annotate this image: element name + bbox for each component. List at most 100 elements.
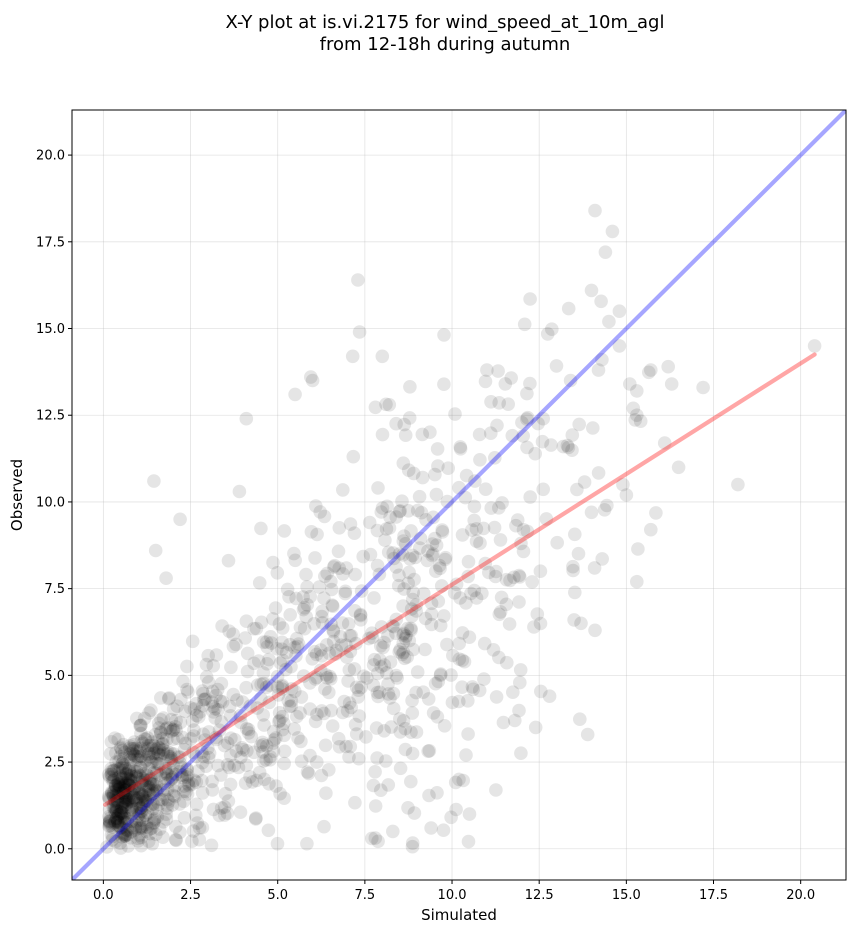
data-point xyxy=(254,615,269,630)
data-point xyxy=(326,624,341,639)
data-point xyxy=(536,411,550,426)
data-point xyxy=(671,460,686,475)
data-point xyxy=(158,771,173,786)
data-point xyxy=(489,690,504,704)
data-point xyxy=(125,803,139,817)
data-point xyxy=(140,806,155,820)
data-point xyxy=(331,544,346,559)
data-point xyxy=(135,795,149,809)
data-point xyxy=(252,765,267,780)
data-point xyxy=(284,659,298,674)
data-point xyxy=(239,411,254,426)
data-point xyxy=(453,442,468,456)
data-point xyxy=(206,659,221,673)
data-point xyxy=(108,731,122,745)
data-point xyxy=(584,283,599,298)
data-point xyxy=(131,791,146,805)
data-point xyxy=(157,788,171,802)
data-point xyxy=(140,820,154,834)
data-point xyxy=(473,536,487,550)
y-tick-label: 10.0 xyxy=(36,495,65,510)
data-point xyxy=(145,784,160,798)
data-point xyxy=(484,426,498,441)
data-point xyxy=(195,755,210,770)
data-point xyxy=(138,732,153,747)
data-point xyxy=(198,733,212,747)
data-point xyxy=(375,501,390,515)
data-point xyxy=(114,742,128,756)
data-point xyxy=(424,596,439,611)
data-point xyxy=(566,563,580,578)
data-point xyxy=(386,701,401,716)
data-point xyxy=(150,809,165,824)
data-point xyxy=(112,818,126,833)
data-point xyxy=(146,802,160,816)
data-point xyxy=(227,758,241,773)
data-point xyxy=(113,775,128,789)
data-point xyxy=(130,765,144,780)
data-point xyxy=(115,784,129,798)
data-point xyxy=(270,566,285,580)
data-point xyxy=(262,695,277,710)
data-point xyxy=(507,570,521,585)
data-point xyxy=(159,765,174,779)
data-point xyxy=(437,328,451,342)
data-point xyxy=(472,427,487,442)
data-point xyxy=(160,721,174,735)
data-point xyxy=(171,750,185,764)
data-point xyxy=(111,770,126,785)
data-point xyxy=(487,520,502,535)
data-point xyxy=(158,722,173,736)
data-point xyxy=(108,779,123,794)
data-point xyxy=(644,363,658,377)
data-point xyxy=(397,529,411,543)
data-point xyxy=(142,706,156,720)
data-point xyxy=(135,778,150,792)
data-point xyxy=(429,487,444,502)
data-point xyxy=(120,812,135,826)
data-point xyxy=(214,801,229,815)
data-point xyxy=(124,825,138,839)
data-point xyxy=(353,608,368,623)
data-point xyxy=(528,446,542,461)
data-point xyxy=(523,292,537,306)
data-point xyxy=(139,753,153,768)
data-point xyxy=(370,523,385,538)
data-point xyxy=(134,741,148,756)
data-point xyxy=(368,765,382,779)
data-point xyxy=(441,461,456,476)
data-point xyxy=(189,696,203,711)
data-point xyxy=(452,636,467,651)
data-point xyxy=(354,584,369,598)
data-point xyxy=(173,750,187,764)
data-point xyxy=(126,821,140,835)
data-point xyxy=(111,808,126,822)
data-point xyxy=(456,773,471,788)
data-point xyxy=(528,720,543,735)
data-point xyxy=(212,723,227,737)
data-point xyxy=(396,456,411,471)
data-point xyxy=(591,363,606,377)
data-point xyxy=(119,792,134,807)
data-point xyxy=(168,767,183,782)
data-point xyxy=(334,638,349,652)
data-point xyxy=(300,765,315,779)
data-point xyxy=(122,772,136,786)
data-point xyxy=(196,692,211,707)
data-point xyxy=(448,775,463,790)
data-point xyxy=(152,744,167,758)
data-point xyxy=(376,640,390,655)
data-point xyxy=(124,786,138,800)
data-point xyxy=(314,704,329,718)
data-point xyxy=(149,827,163,842)
data-point xyxy=(365,831,379,846)
data-point xyxy=(126,790,141,805)
data-point xyxy=(209,688,223,703)
data-point xyxy=(234,750,248,765)
data-point xyxy=(633,414,648,429)
data-point xyxy=(401,576,416,590)
data-point xyxy=(160,747,175,761)
data-point xyxy=(108,813,123,828)
data-point xyxy=(138,808,152,822)
data-point xyxy=(275,722,290,737)
